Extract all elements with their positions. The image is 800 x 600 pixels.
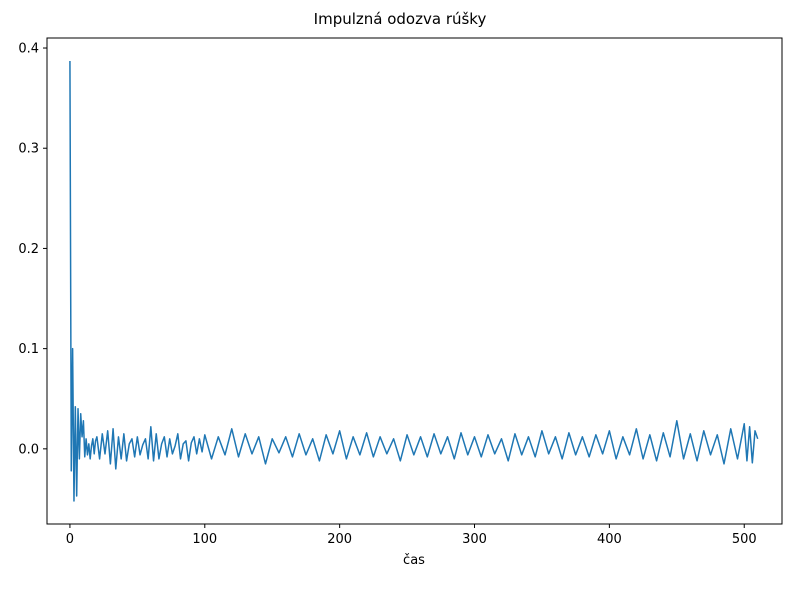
chart-title: Impulzná odozva rúšky bbox=[314, 10, 487, 28]
y-tick-label: 0.1 bbox=[18, 342, 39, 357]
y-tick-label: 0.3 bbox=[18, 142, 39, 157]
x-tick-label: 300 bbox=[462, 532, 487, 547]
axes-frame bbox=[46, 37, 783, 525]
y-tick-label: 0.0 bbox=[18, 442, 39, 457]
plot-area: 0 100 200 300 400 500 0.0 0.1 0.2 0.3 0.4 bbox=[18, 37, 783, 547]
y-axis-ticks: 0.0 0.1 0.2 0.3 0.4 bbox=[18, 42, 47, 457]
x-tick-label: 100 bbox=[192, 532, 217, 547]
y-tick-label: 0.4 bbox=[18, 42, 39, 57]
x-axis-ticks: 0 100 200 300 400 500 bbox=[66, 524, 757, 547]
x-axis-label: čas bbox=[403, 553, 425, 568]
impulse-response-line bbox=[69, 61, 759, 502]
x-tick-label: 200 bbox=[327, 532, 352, 547]
x-tick-label: 500 bbox=[732, 532, 757, 547]
x-tick-label: 0 bbox=[66, 532, 74, 547]
x-tick-label: 400 bbox=[597, 532, 622, 547]
y-tick-label: 0.2 bbox=[18, 242, 39, 257]
